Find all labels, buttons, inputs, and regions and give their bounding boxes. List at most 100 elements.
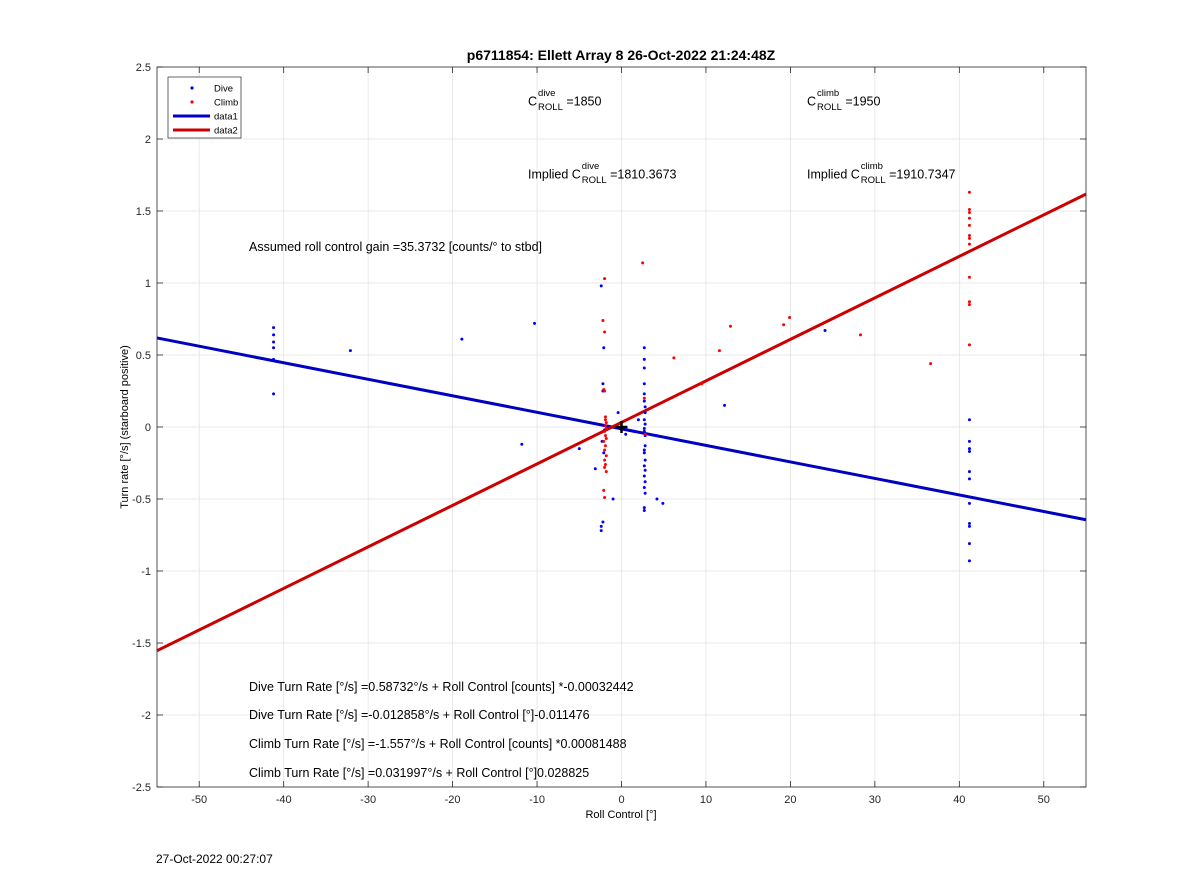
legend-marker-dive [190,86,194,90]
x-tick-label: -20 [445,794,461,806]
climb-point [642,396,646,400]
x-tick-label: -10 [529,794,545,806]
dive-point [643,468,647,472]
climb-point [967,233,971,237]
dive-point [272,326,276,330]
dive-point [967,418,971,422]
dive-point [642,357,646,361]
y-tick-label: 0.5 [136,350,151,362]
climb-point [603,434,607,438]
legend-marker-climb [190,100,194,104]
grid-lines [157,67,1086,787]
dive-point [723,403,727,407]
legend-label: Climb [214,98,238,109]
climb-point [602,488,606,492]
climb-point [967,190,971,194]
climb-point [603,418,607,422]
y-tick-label: -0.5 [132,494,151,506]
dive-point [642,418,646,422]
y-tick-label: 2.5 [136,62,151,74]
dive-point [642,346,646,350]
climb-point [603,496,607,500]
dive-point [967,449,971,453]
climb-point [604,421,608,425]
annotation-equation-4: Climb Turn Rate [°/s] =0.031997°/s + Rol… [249,766,590,780]
dive-point [967,477,971,481]
dive-point [654,434,658,438]
dive-point [460,337,464,341]
dive-point [967,501,971,505]
legend-label: data2 [214,126,238,137]
climb-point [603,415,607,419]
dive-point [967,439,971,443]
dive-point [601,520,605,524]
climb-point [782,323,786,327]
climb-point [601,318,605,322]
climb-point [967,236,971,240]
climb-point [967,208,971,212]
dive-point [636,418,640,422]
annotation-equation-2: Dive Turn Rate [°/s] =-0.012858°/s + Rol… [249,708,590,722]
climb-point [967,300,971,304]
origin-marker [615,421,628,433]
dive-point [643,491,647,495]
dive-point [643,422,647,426]
climb-point [700,382,704,386]
dive-point [577,447,581,451]
climb-point [641,261,645,265]
x-axis-label: Roll Control [°] [585,809,656,821]
dive-point [661,501,665,505]
dive-point [643,411,647,415]
dive-point [642,392,646,396]
climb-point [603,330,607,334]
dive-point [642,451,646,455]
legend-label: Dive [214,84,233,95]
dive-point [642,474,646,478]
y-tick-label: -2 [141,710,151,722]
annotation-equation-1: Dive Turn Rate [°/s] =0.58732°/s + Roll … [249,680,634,694]
x-tick-label: -30 [360,794,376,806]
climb-point [603,462,607,466]
x-tick-label: 50 [1038,794,1050,806]
y-tick-label: -1 [141,566,151,578]
dive-point [967,559,971,563]
x-tick-label: -50 [191,794,207,806]
dive-point [967,447,971,451]
dive-point [655,497,659,501]
dive-point [967,521,971,525]
x-tick-label: 40 [953,794,965,806]
climb-point [604,437,608,441]
dive-point [643,480,647,484]
dive-point [642,448,646,452]
legend-box [167,76,242,139]
dive-point [602,451,606,455]
climb-point [603,444,607,448]
annotation-gain: Assumed roll control gain =35.3732 [coun… [249,240,543,254]
dive-point [642,506,646,510]
dive-point [642,464,646,468]
climb-point [603,429,607,433]
climb-point [604,454,608,458]
dive-point [643,444,647,448]
dive-point [642,426,646,430]
climb-point [967,343,971,347]
climb-point [967,303,971,307]
dive-point [272,392,276,396]
climb-point [717,349,721,353]
y-tick-label: -2.5 [132,782,151,794]
axis-ticks: -50 -40 -30 -20 -10 0 10 20 30 40 50-2.5-2-1.5-1-0… [132,62,1086,806]
climb-point [603,424,607,428]
climb-point [602,439,606,443]
climb-point [603,389,607,393]
legend: Dive Climb data1 data2 [167,76,242,139]
dive-point [599,529,603,533]
dive-point [642,429,646,433]
dive-point [599,524,603,528]
climb-point [967,210,971,214]
dive-point [643,458,647,462]
climb-point [603,465,607,469]
climb-point [603,458,607,462]
y-tick-label: 1 [145,278,151,290]
